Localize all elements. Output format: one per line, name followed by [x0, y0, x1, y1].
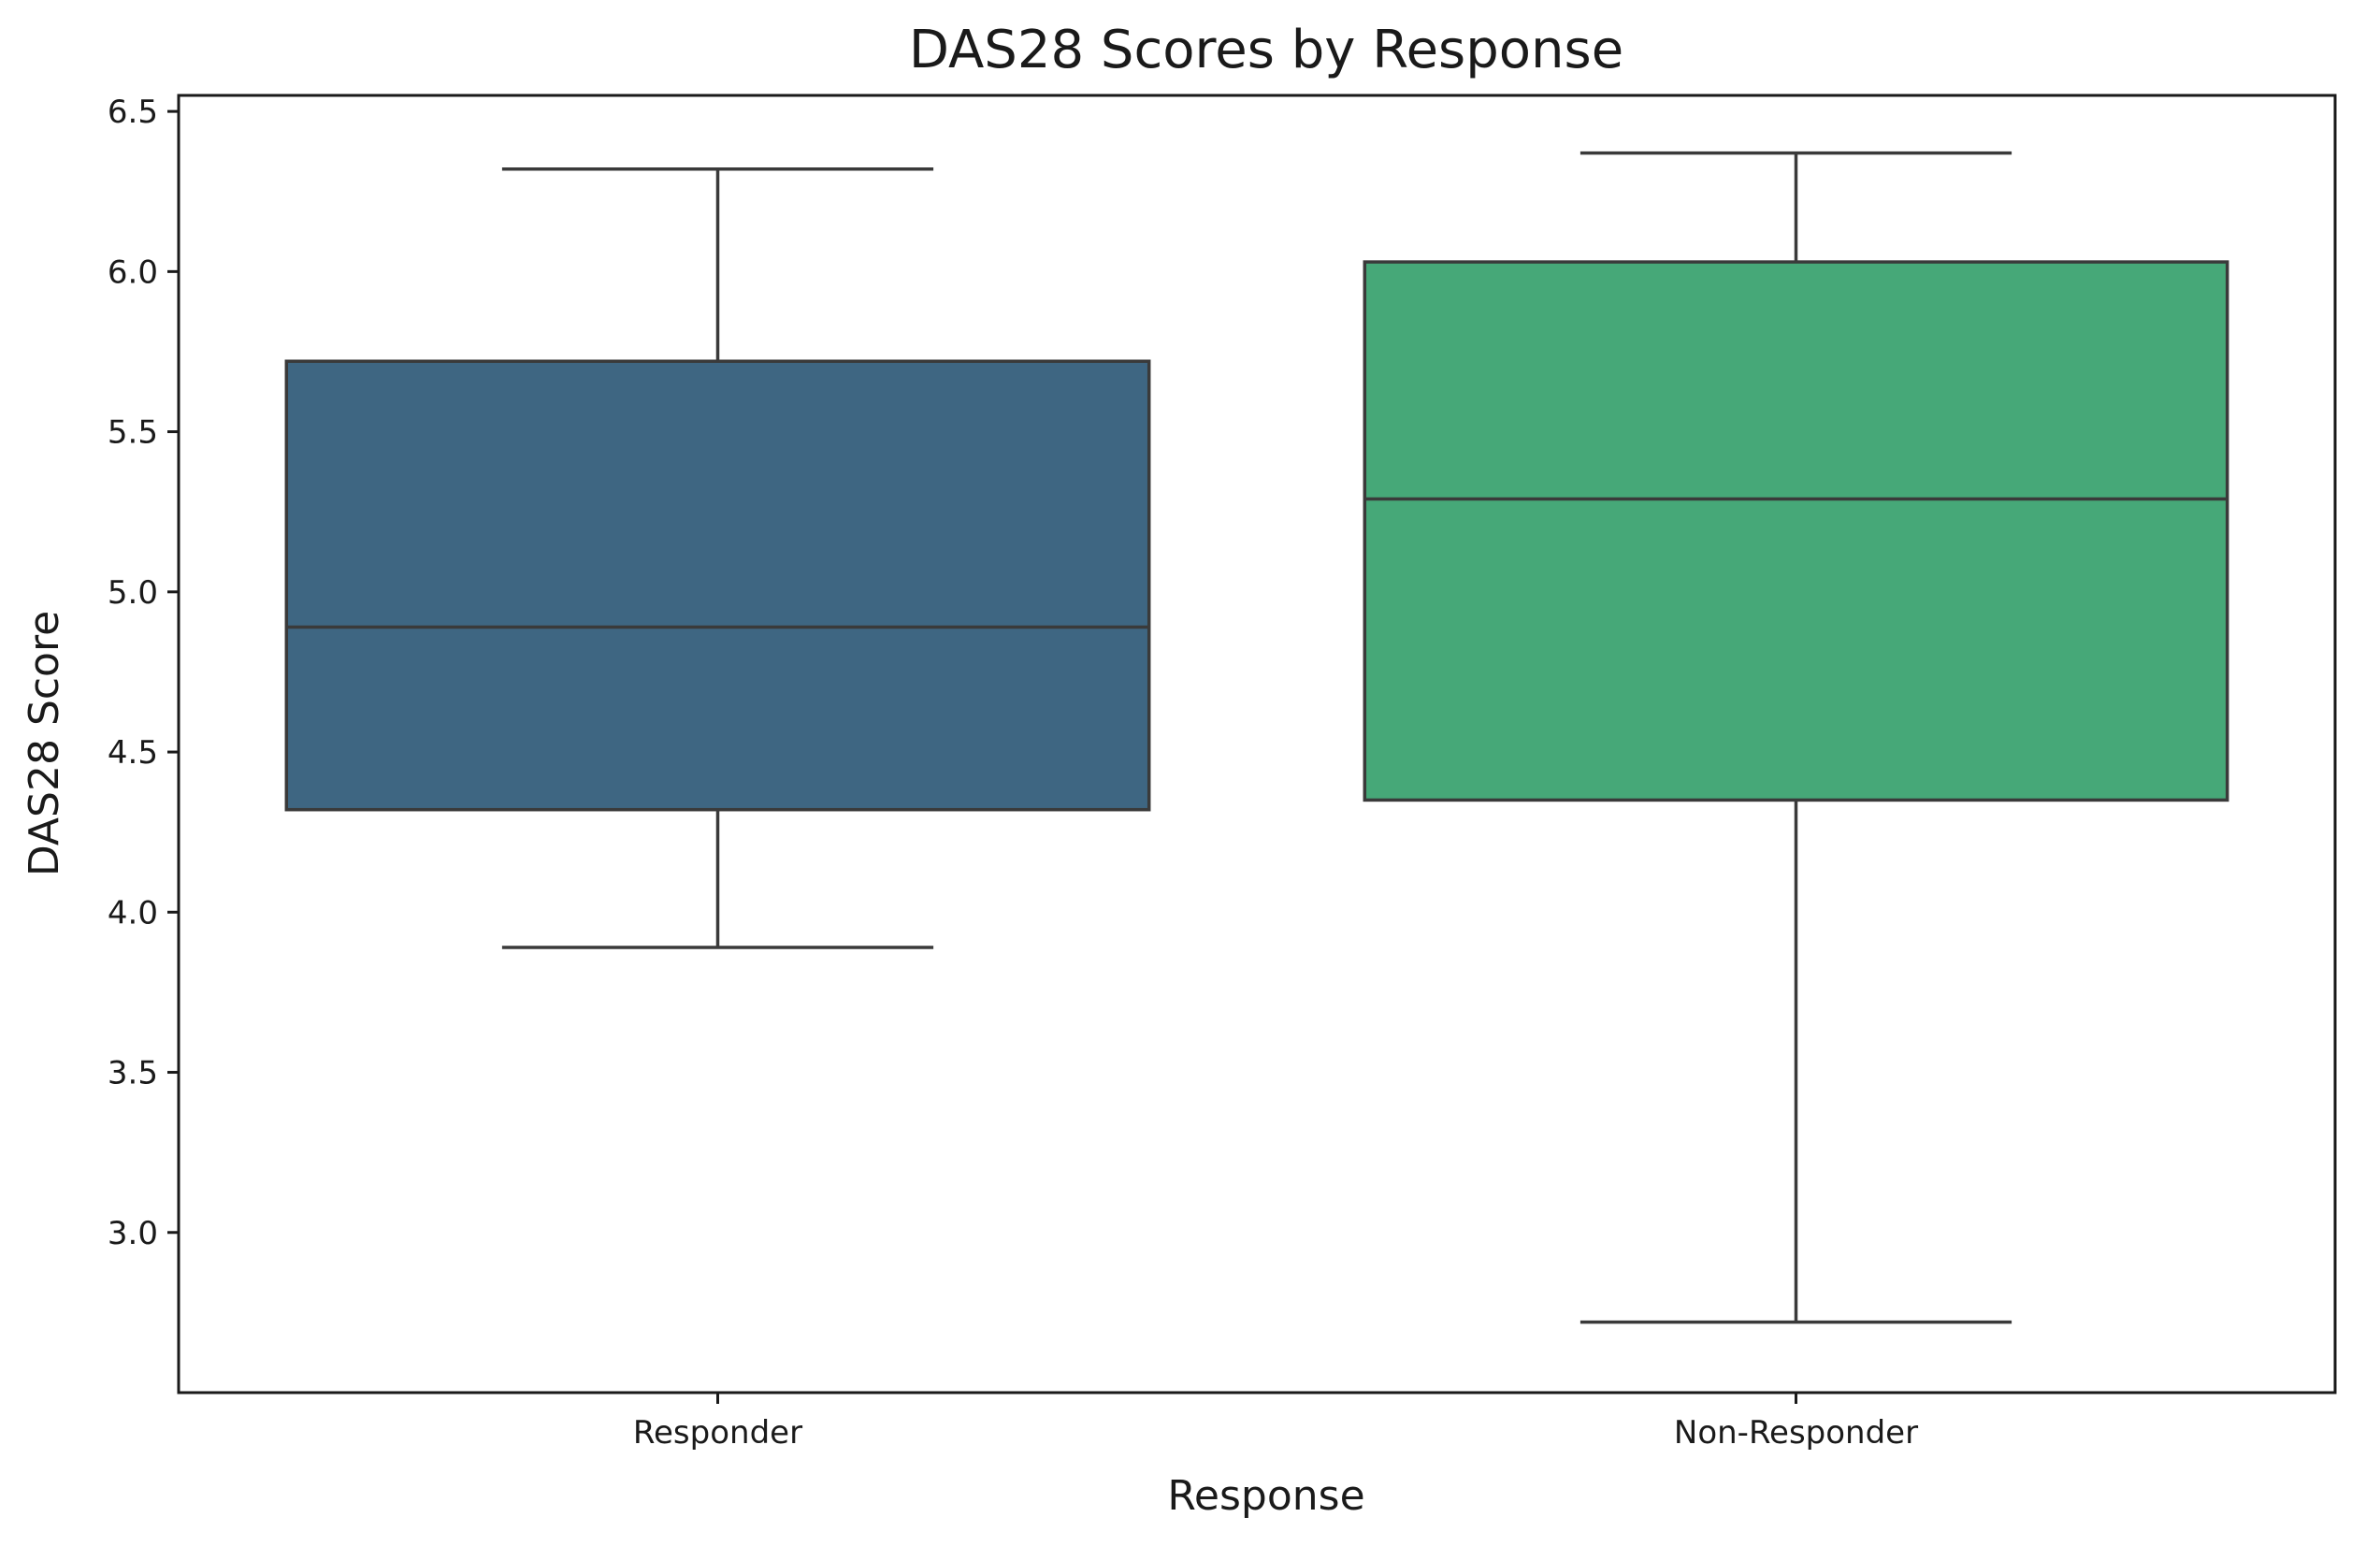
y-tick-label: 6.5 [108, 94, 158, 131]
box-group-non-responder [1363, 151, 2229, 1324]
x-tick-label: Non-Responder [1674, 1414, 1918, 1452]
box-iqr [1363, 260, 2229, 802]
y-tick-label: 5.5 [108, 414, 158, 452]
y-tick-label: 4.0 [108, 894, 158, 932]
y-tick-label: 3.0 [108, 1215, 158, 1252]
x-tick-label: Responder [633, 1414, 802, 1452]
plot-area [284, 151, 2229, 1324]
y-tick-label: 6.0 [108, 253, 158, 291]
axes-frame [177, 94, 2337, 1394]
y-tick-label: 4.5 [108, 734, 158, 772]
box-iqr [284, 359, 1151, 812]
y-axis: 3.0 3.5 4.0 4.5 5.0 5.5 6.0 6.5 [108, 94, 179, 1252]
x-axis: Responder Non-Responder [633, 1393, 1918, 1452]
y-tick-label: 5.0 [108, 574, 158, 612]
box-group-responder [284, 167, 1151, 949]
y-tick-label: 3.5 [108, 1055, 158, 1092]
chart-title: DAS28 Scores by Response [909, 20, 1623, 80]
y-axis-label: DAS28 Score [21, 611, 68, 876]
x-axis-label: Response [1167, 1472, 1364, 1520]
